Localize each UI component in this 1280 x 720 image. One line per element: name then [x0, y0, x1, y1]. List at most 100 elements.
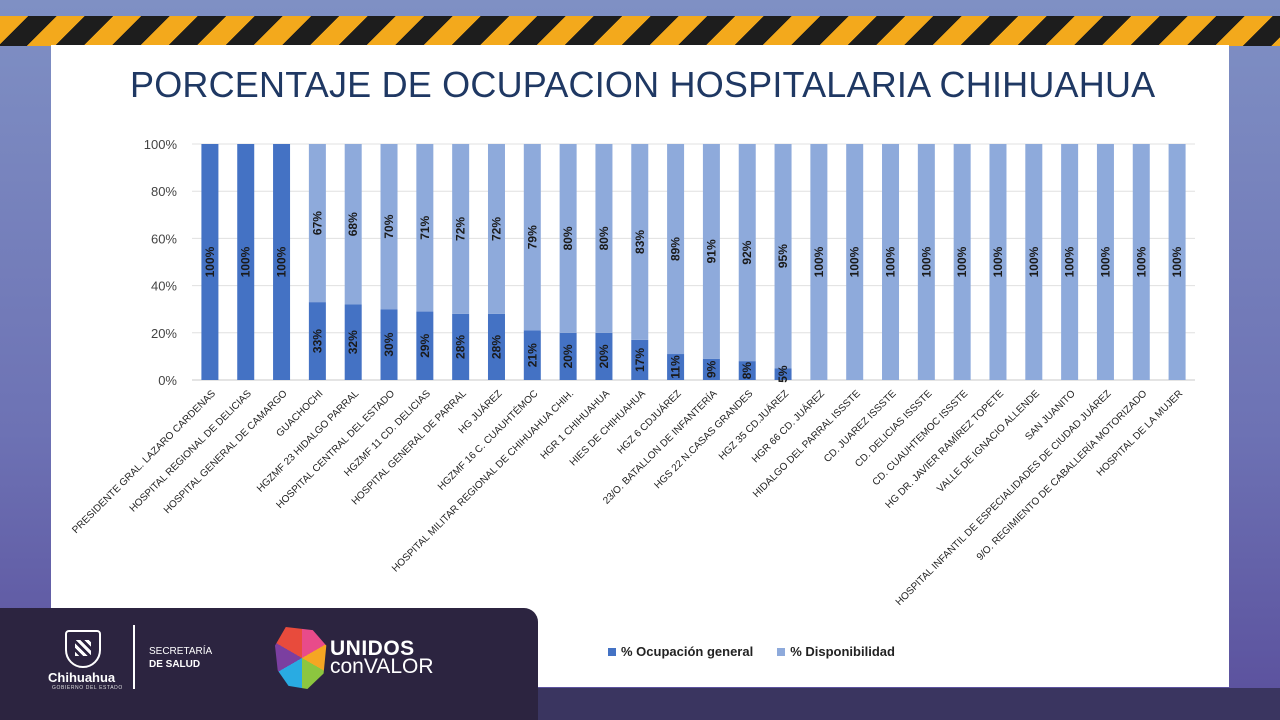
gov-logo-name: Chihuahua: [48, 670, 116, 685]
data-label-availability: 79%: [525, 225, 539, 249]
data-label-occupancy: 8%: [740, 362, 754, 380]
bar-availability: [416, 144, 434, 312]
data-label-availability: 68%: [346, 212, 360, 236]
unidos-con-valor-logo-icon: [275, 627, 327, 689]
secretaria-line2: DE SALUD: [149, 659, 201, 670]
legend-label-occupancy: % Ocupación general: [621, 644, 754, 659]
bar-occupancy: [595, 332, 613, 380]
bar-availability: [953, 144, 971, 380]
data-label-occupancy: 5%: [776, 365, 790, 383]
data-label-availability: 72%: [489, 217, 503, 241]
data-label-occupancy: 28%: [489, 335, 503, 359]
data-label-availability: 72%: [454, 217, 468, 241]
y-tick-label: 40%: [151, 279, 177, 294]
data-label-availability: 92%: [740, 240, 754, 264]
bar-availability: [810, 144, 828, 380]
bar-availability: [1096, 144, 1114, 380]
data-label-availability: 83%: [633, 230, 647, 254]
data-label-availability: 100%: [812, 246, 826, 277]
bar-availability: [595, 144, 613, 333]
data-label-occupancy: 33%: [310, 329, 324, 353]
category-label: HGZ 35 CD.JUÁREZ: [716, 387, 792, 463]
y-tick-label: 80%: [151, 184, 177, 199]
page-title: PORCENTAJE DE OCUPACION HOSPITALARIA CHI…: [130, 64, 1156, 105]
campaign-logo-line2: conVALOR: [330, 655, 434, 678]
data-label-occupancy: 100%: [239, 246, 253, 277]
data-label-availability: 100%: [848, 246, 862, 277]
secretaria-label: SECRETARÍA DE SALUD: [149, 645, 212, 671]
bar-availability: [559, 144, 577, 333]
data-label-occupancy: 21%: [525, 343, 539, 367]
y-tick-label: 100%: [144, 137, 178, 152]
data-label-availability: 95%: [776, 244, 790, 268]
legend-swatch-availability: [777, 647, 786, 656]
campaign-logo-line1: UNIDOS: [330, 637, 415, 660]
data-label-occupancy: 20%: [561, 344, 575, 368]
data-label-occupancy: 20%: [597, 344, 611, 368]
bar-availability: [1168, 144, 1186, 380]
y-tick-label: 60%: [151, 231, 177, 246]
bar-availability: [631, 144, 649, 340]
hazard-stripe-banner: [0, 16, 1280, 46]
state-shield-icon: [65, 630, 101, 668]
data-label-availability: 100%: [1170, 246, 1184, 277]
category-label: 9/O. REGIMIENTO DE CABALLERÍA MOTORIZADO: [973, 387, 1149, 563]
data-label-availability: 100%: [1027, 246, 1041, 277]
bar-occupancy: [487, 313, 505, 380]
bar-occupancy: [702, 358, 720, 380]
bar-occupancy: [344, 304, 362, 380]
bar-availability: [380, 144, 398, 310]
data-label-availability: 70%: [382, 214, 396, 238]
bar-availability: [1061, 144, 1079, 380]
bar-availability: [1025, 144, 1043, 380]
data-label-occupancy: 9%: [704, 360, 718, 378]
secretaria-line1: SECRETARÍA: [149, 646, 213, 657]
bar-availability: [487, 144, 505, 314]
data-label-availability: 100%: [1063, 246, 1077, 277]
data-label-availability: 100%: [991, 246, 1005, 277]
bar-availability: [308, 144, 326, 303]
bar-occupancy: [237, 144, 255, 380]
data-label-availability: 100%: [919, 246, 933, 277]
bar-occupancy: [416, 311, 434, 380]
legend-swatch-occupancy: [608, 647, 616, 656]
data-label-availability: 100%: [1098, 246, 1112, 277]
bar-availability: [523, 144, 541, 331]
data-label-availability: 100%: [884, 246, 898, 277]
footer-divider: [133, 625, 135, 689]
category-label: HGZ 6 CDJUÁREZ: [614, 387, 684, 457]
bar-availability: [989, 144, 1007, 380]
data-label-occupancy: 11%: [669, 355, 683, 379]
data-label-occupancy: 28%: [454, 335, 468, 359]
data-label-availability: 80%: [561, 226, 575, 250]
bar-availability: [738, 144, 756, 362]
data-label-availability: 67%: [310, 211, 324, 235]
data-label-availability: 89%: [669, 237, 683, 261]
legend-label-availability: % Disponibilidad: [790, 644, 895, 659]
bar-availability: [917, 144, 935, 380]
data-label-occupancy: 30%: [382, 332, 396, 356]
bar-occupancy: [201, 144, 219, 380]
legend-item-occupancy: % Ocupación general: [608, 644, 753, 659]
category-label: PRESIDENTE GRAL. LAZARO CARDENAS: [70, 388, 218, 536]
data-label-availability: 100%: [1134, 246, 1148, 277]
bar-availability: [846, 144, 864, 380]
bar-availability: [774, 144, 792, 369]
y-tick-label: 20%: [151, 326, 177, 341]
gov-logo-sub: GOBIERNO DEL ESTADO: [52, 685, 123, 691]
data-label-availability: 71%: [418, 215, 432, 239]
bar-occupancy: [774, 368, 792, 380]
bar-occupancy: [559, 332, 577, 380]
data-label-occupancy: 29%: [418, 333, 432, 357]
bar-occupancy: [631, 339, 649, 380]
bar-occupancy: [738, 361, 756, 380]
data-label-availability: 91%: [704, 239, 718, 263]
y-tick-label: 0%: [158, 373, 177, 388]
bar-occupancy: [308, 302, 326, 380]
data-label-occupancy: 32%: [346, 330, 360, 354]
legend-item-availability: % Disponibilidad: [777, 644, 895, 659]
bar-occupancy: [380, 309, 398, 380]
chart-legend: % Ocupación general % Disponibilidad: [608, 644, 895, 659]
bar-availability: [667, 144, 685, 355]
